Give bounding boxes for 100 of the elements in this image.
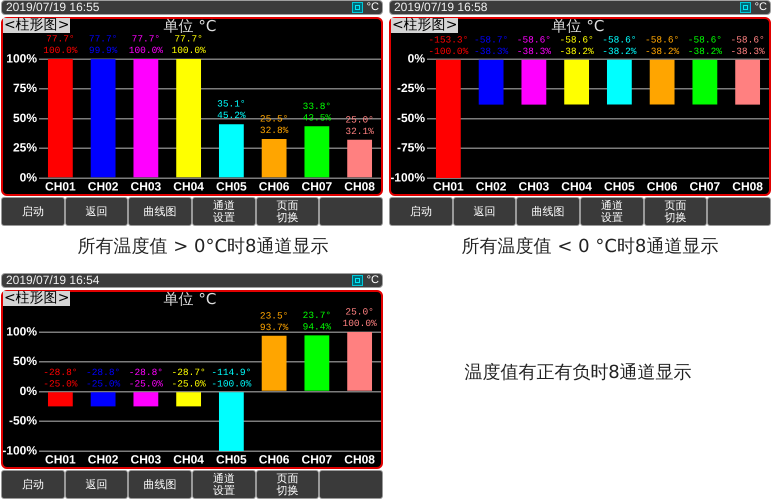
text: 启动 — [22, 478, 44, 490]
x-tick-label: CH06 — [258, 452, 290, 467]
x-tick-label: CH03 — [130, 180, 162, 194]
x-tick-label: CH07 — [302, 180, 333, 194]
data-label: -153.3° -100.0% — [428, 34, 469, 57]
data-label: -28.8° -25.0% — [43, 366, 78, 390]
chart-title: <柱形图> — [391, 17, 458, 33]
x-tick-label: CH02 — [476, 180, 507, 194]
chart-subtitle: 单位 °C — [164, 290, 216, 308]
text: 通道设置 — [600, 198, 624, 224]
x-tick-label: CH07 — [302, 452, 333, 467]
bar — [176, 392, 202, 406]
text: 曲线图 — [144, 204, 177, 218]
data-label: 77.7° 100.0% — [128, 34, 164, 56]
bar — [48, 59, 73, 178]
y-tick-label: 0% — [20, 170, 38, 184]
x-tick-label: CH05 — [216, 180, 248, 194]
text: 所有温度值 < 0 °C时8通道显示 — [462, 235, 718, 258]
data-label: 77.7° 100.0% — [172, 34, 206, 56]
data-label: -58.6° -38.3% — [516, 34, 552, 57]
bar — [48, 392, 73, 406]
data-label: -58.6° -38.2% — [645, 34, 680, 57]
text: 页面切换 — [276, 198, 299, 224]
text: 返回 — [85, 478, 108, 490]
text: 2019/07/19 16:54 — [6, 273, 100, 287]
bar — [90, 59, 116, 178]
y-tick-label: 75% — [12, 81, 38, 96]
text: 启动 — [410, 204, 432, 218]
text: 温度值有正有负时8通道显示 — [464, 361, 692, 384]
x-tick-label: CH07 — [690, 180, 721, 194]
y-tick-label: 25% — [12, 140, 38, 155]
bar — [176, 59, 202, 178]
x-tick-label: CH02 — [88, 452, 119, 467]
x-tick-label: CH01 — [433, 180, 464, 194]
bar — [218, 392, 244, 451]
data-label: -58.6° -38.2% — [602, 34, 637, 57]
x-tick-label: CH04 — [173, 180, 204, 194]
text: 通道设置 — [212, 472, 236, 496]
y-tick-label: -100% — [2, 443, 38, 458]
data-label: -28.8° -25.0% — [128, 366, 164, 390]
y-tick-label: 0% — [408, 51, 426, 66]
text: 2019/07/19 16:58 — [394, 0, 488, 14]
text: 启动 — [22, 204, 44, 218]
text: °C — [366, 1, 379, 14]
y-tick-label: 100% — [6, 51, 38, 66]
bar — [347, 332, 372, 391]
data-label: -58.7° -38.3% — [474, 34, 509, 57]
text: 2019/07/19 16:55 — [6, 0, 100, 14]
y-tick-label: 0% — [20, 384, 38, 398]
x-tick-label: CH08 — [732, 180, 764, 194]
y-tick-label: -50% — [8, 414, 38, 428]
text: 通道设置 — [212, 198, 236, 224]
data-label: -58.6° -38.2% — [560, 34, 594, 57]
text: 所有温度值 > 0°C时8通道显示 — [78, 235, 328, 258]
bar — [133, 392, 158, 406]
data-label: 25.5° 32.8% — [260, 113, 289, 136]
text: 返回 — [473, 204, 496, 218]
x-tick-label: CH03 — [130, 452, 162, 467]
bar — [218, 124, 244, 178]
text: 页面切换 — [276, 472, 299, 496]
bar — [133, 59, 158, 178]
x-tick-label: CH04 — [173, 452, 204, 467]
data-label: 25.0° 32.1% — [345, 114, 374, 137]
data-label: -58.6° -38.2% — [688, 34, 722, 57]
x-tick-label: CH05 — [604, 180, 636, 194]
y-tick-label: 100% — [6, 324, 38, 338]
data-label: -28.7° -25.0% — [172, 366, 206, 390]
y-tick-label: 50% — [12, 354, 38, 368]
text: 曲线图 — [144, 478, 177, 490]
text: °C — [366, 274, 379, 287]
data-label: 35.1° 45.2% — [217, 98, 246, 122]
x-tick-label: CH01 — [45, 180, 76, 194]
x-tick-label: CH04 — [561, 180, 592, 194]
chart-subtitle: 单位 °C — [164, 17, 216, 35]
chart-subtitle: 单位 °C — [552, 17, 604, 35]
data-label: 77.7° 99.9% — [88, 34, 118, 56]
data-label: 25.0° 100.0% — [342, 306, 378, 330]
data-label: -114.9° -100.0% — [211, 366, 252, 390]
x-tick-label: CH02 — [88, 180, 119, 194]
data-label: 23.5° 93.7% — [260, 310, 289, 333]
bar — [304, 126, 330, 178]
x-tick-label: CH05 — [216, 452, 248, 467]
text: °C — [754, 1, 767, 14]
bar — [304, 335, 330, 391]
x-tick-label: CH06 — [258, 180, 290, 194]
data-label: -28.8° -25.0% — [86, 366, 121, 390]
data-label: -58.6° -38.3% — [730, 34, 766, 57]
y-tick-label: -50% — [396, 110, 426, 125]
chart-title: <柱形图> — [3, 290, 70, 306]
bar — [347, 140, 372, 178]
y-tick-label: -100% — [390, 170, 426, 184]
x-tick-label: CH03 — [518, 180, 550, 194]
y-tick-label: -75% — [396, 140, 426, 155]
x-tick-label: CH01 — [45, 452, 76, 467]
chart-title: <柱形图> — [3, 17, 70, 33]
y-tick-label: 50% — [12, 110, 38, 125]
data-label: 77.7° 100.0% — [43, 34, 78, 56]
x-tick-label: CH08 — [344, 180, 376, 194]
data-label: 33.8° 43.5% — [302, 100, 332, 124]
data-label: 23.7° 94.4% — [302, 310, 332, 332]
